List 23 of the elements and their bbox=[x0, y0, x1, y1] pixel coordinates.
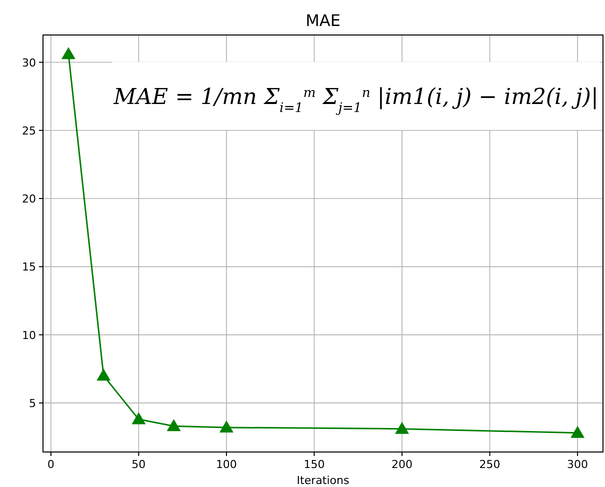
point bbox=[219, 420, 234, 432]
chart-title: MAE bbox=[306, 11, 340, 30]
annotation: MAE = 1/mn Σ$_{i=1}$$^{m}$ Σ$_{j=1}$$^{n}$ |im1(i, j) − im2(i, j)| bbox=[112, 85, 598, 116]
x-tick-label: 300 bbox=[567, 458, 588, 471]
x-tick-label: 100 bbox=[216, 458, 237, 471]
x-tick-label: 0 bbox=[47, 458, 54, 471]
x-tick-label: 200 bbox=[391, 458, 412, 471]
point bbox=[166, 419, 181, 432]
y-tick-label: 25 bbox=[22, 124, 36, 138]
point bbox=[570, 426, 585, 438]
point bbox=[132, 412, 146, 424]
x-tick-label: 50 bbox=[132, 458, 146, 471]
x-tick-label: 150 bbox=[304, 458, 325, 471]
y-tick-label: 15 bbox=[22, 260, 36, 274]
y-tick-label: 5 bbox=[29, 396, 36, 410]
point bbox=[96, 368, 111, 381]
point bbox=[61, 47, 76, 60]
y-tick-label: 30 bbox=[22, 56, 36, 70]
y-tick-label: 10 bbox=[22, 328, 36, 342]
x-tick-label: 250 bbox=[479, 458, 500, 471]
y-tick-label: 20 bbox=[22, 192, 36, 206]
x-axis-title: Iterations bbox=[296, 474, 350, 487]
point bbox=[394, 422, 409, 434]
